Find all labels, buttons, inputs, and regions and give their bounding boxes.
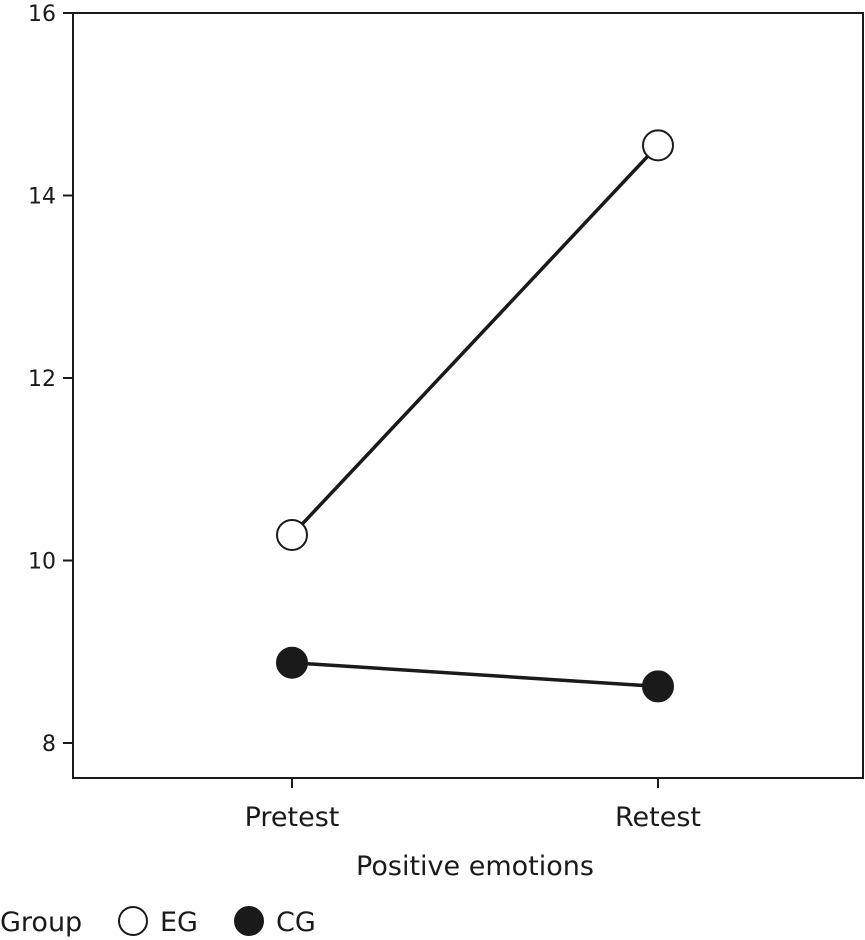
legend-title: Group <box>0 907 82 938</box>
series-line-cg <box>291 660 659 689</box>
y-tick-label: 14 <box>28 185 56 210</box>
legend-label-eg: EG <box>160 907 198 938</box>
y-tick-label: 10 <box>28 550 56 575</box>
y-tick-label: 12 <box>28 367 56 392</box>
y-axis: 8 10 12 14 16 <box>28 2 73 757</box>
series-layer <box>276 129 674 703</box>
legend-marker-cg <box>234 906 264 936</box>
x-axis: Pretest Retest <box>245 778 701 833</box>
x-tick-label: Retest <box>615 802 701 833</box>
legend-label-cg: CG <box>276 907 316 938</box>
plot-frame <box>72 12 864 779</box>
x-tick-label: Pretest <box>245 802 340 833</box>
series-line-eg <box>290 144 660 537</box>
legend: Group EG CG <box>0 906 316 938</box>
legend-marker-eg <box>118 906 148 936</box>
data-point-cg <box>642 670 674 703</box>
data-point-eg <box>276 518 308 551</box>
data-point-eg <box>642 129 674 162</box>
y-tick-label: 16 <box>28 2 56 27</box>
x-axis-label: Positive emotions <box>356 851 594 882</box>
y-tick-label: 8 <box>42 732 56 757</box>
data-point-cg <box>276 646 308 679</box>
